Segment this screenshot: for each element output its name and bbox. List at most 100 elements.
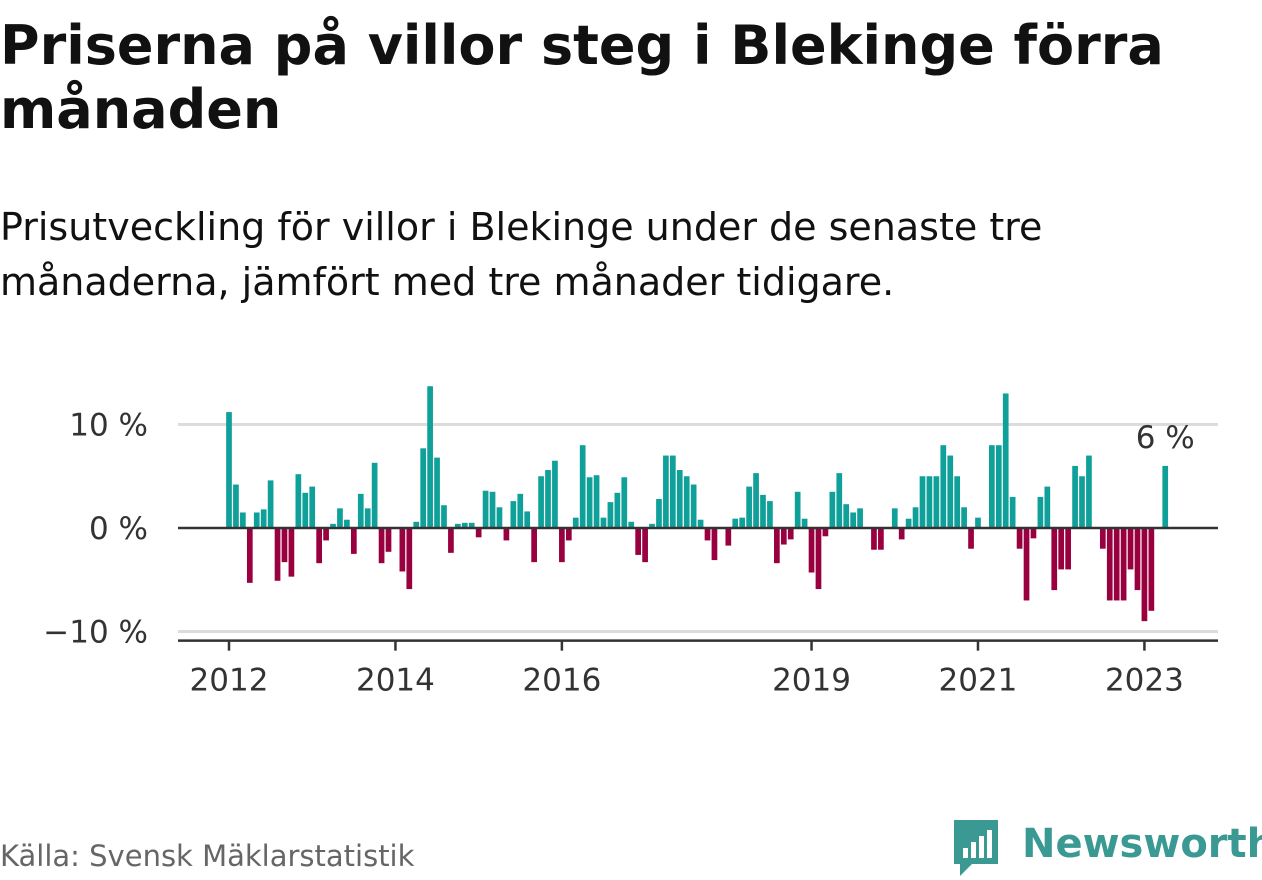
bar — [1113, 528, 1120, 601]
bar — [822, 528, 829, 537]
bar — [489, 491, 496, 529]
bar-chart: 10 % 0 % −10 % 2012 2014 2016 2019 2021 2023 6 % — [43, 386, 1218, 699]
bar — [559, 528, 565, 563]
bar — [593, 475, 600, 528]
x-tick-label: 2014 — [356, 663, 435, 699]
bar — [1065, 528, 1071, 570]
bar — [475, 528, 482, 538]
bar — [1141, 528, 1148, 622]
bar — [787, 528, 794, 540]
bar — [1148, 528, 1155, 611]
bar — [1134, 528, 1141, 591]
bar — [808, 528, 815, 573]
bar — [1058, 528, 1065, 570]
bar — [531, 528, 537, 563]
bar — [767, 501, 773, 528]
bar — [878, 528, 884, 550]
bar — [455, 523, 461, 528]
bar — [732, 518, 739, 528]
bar — [413, 521, 420, 528]
source-note: Källa: Svensk Mäklarstatistik — [0, 839, 415, 873]
bar — [260, 509, 267, 528]
bar — [1002, 393, 1009, 528]
bar — [912, 507, 919, 528]
x-tick-label: 2019 — [772, 663, 851, 699]
bar — [233, 484, 239, 528]
bar — [337, 508, 343, 528]
bar — [524, 511, 531, 528]
bar — [323, 528, 329, 541]
bar — [1044, 486, 1051, 528]
bar — [1037, 496, 1044, 528]
bar — [607, 502, 614, 529]
bar — [774, 528, 780, 564]
bar — [552, 460, 558, 528]
bar — [309, 486, 316, 528]
bar — [857, 508, 863, 528]
bar — [676, 470, 683, 528]
bar — [267, 480, 274, 528]
bar — [642, 528, 648, 563]
bar — [406, 528, 413, 590]
bar — [1106, 528, 1113, 601]
bar — [302, 492, 309, 528]
bar — [246, 528, 253, 583]
bar — [649, 523, 655, 528]
bar — [628, 521, 635, 528]
bar — [926, 476, 933, 528]
x-tick-label: 2021 — [939, 663, 1018, 699]
bar — [461, 522, 468, 528]
bar — [995, 445, 1002, 528]
bar — [725, 528, 732, 546]
bar — [482, 490, 489, 528]
bar — [656, 499, 662, 528]
bar — [940, 445, 947, 528]
bar — [669, 455, 676, 528]
bar — [919, 476, 926, 528]
newsworthy-logo-icon — [954, 820, 998, 876]
bar — [364, 508, 371, 528]
bar — [1051, 528, 1058, 591]
bar — [961, 507, 967, 528]
bar — [891, 508, 898, 528]
bar — [1120, 528, 1127, 601]
bar — [1086, 455, 1092, 528]
bar — [496, 507, 503, 528]
bar — [780, 528, 787, 545]
bar — [1162, 465, 1169, 528]
bar — [1079, 476, 1085, 528]
bar — [503, 528, 510, 541]
bar — [226, 412, 232, 528]
bar — [663, 455, 669, 528]
bar — [621, 477, 628, 528]
bar — [344, 519, 350, 528]
bar — [510, 501, 517, 528]
bar — [954, 476, 961, 528]
bar — [586, 477, 593, 528]
y-tick-label: −10 % — [43, 615, 148, 651]
x-tick-label: 2023 — [1105, 663, 1184, 699]
bar — [829, 491, 836, 529]
bar — [545, 470, 551, 528]
bar — [711, 528, 718, 561]
bar — [739, 517, 746, 528]
bar — [1016, 528, 1023, 549]
bar — [746, 486, 752, 528]
bar — [357, 493, 364, 528]
bar — [1030, 528, 1037, 539]
bar — [517, 493, 524, 528]
chart-subtitle: Prisutveckling för villor i Blekinge und… — [0, 205, 1043, 304]
bar — [350, 528, 357, 554]
bar — [801, 518, 808, 528]
bar — [330, 523, 336, 528]
bar — [815, 528, 822, 590]
bar — [1023, 528, 1030, 601]
bar — [635, 528, 642, 555]
bar — [933, 476, 940, 528]
y-tick-label: 10 % — [69, 408, 148, 444]
bar — [614, 492, 621, 528]
brand-name: Newsworthy — [1022, 821, 1262, 867]
bar — [753, 473, 759, 528]
bar — [565, 528, 572, 541]
bar — [441, 505, 447, 528]
